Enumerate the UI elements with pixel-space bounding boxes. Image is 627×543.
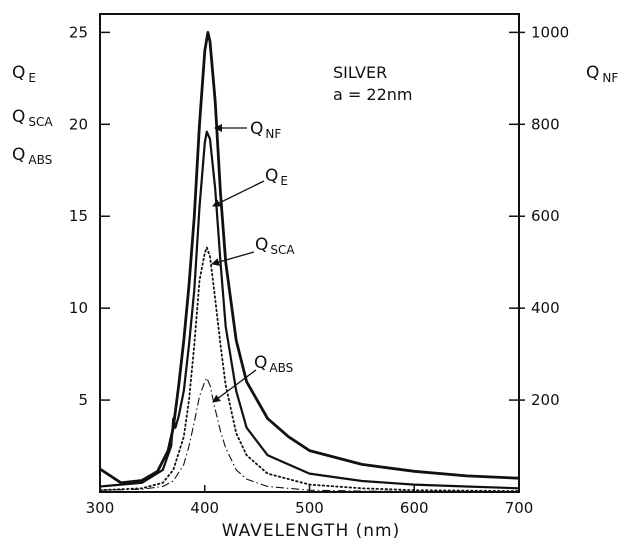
right-y-tick-label: 800 xyxy=(531,115,560,133)
left-y-tick-label: 15 xyxy=(69,207,88,225)
annotation-material: SILVER xyxy=(333,63,387,82)
pointer-text-sca: Q SCA xyxy=(255,235,295,257)
x-tick-label: 600 xyxy=(400,499,429,517)
series-line-e xyxy=(100,132,519,489)
right-label-qnf: Q NF xyxy=(586,63,618,85)
series-line-nf xyxy=(100,32,519,482)
left-y-axis-ticks: 5 10 15 20 25 xyxy=(69,23,110,409)
right-y-tick-label: 400 xyxy=(531,299,560,317)
right-y-tick-label: 1000 xyxy=(531,23,569,41)
left-y-tick-label: 10 xyxy=(69,299,88,317)
x-axis-title: WAVELENGTH (nm) xyxy=(222,521,400,541)
pointer-arrow-sca xyxy=(212,252,254,264)
right-y-tick-label: 200 xyxy=(531,391,560,409)
left-y-tick-label: 5 xyxy=(78,391,88,409)
x-tick-label: 500 xyxy=(295,499,324,517)
x-tick-label: 300 xyxy=(86,499,115,517)
left-label-qsca: Q SCA xyxy=(12,107,53,129)
pointer-text-abs: Q ABS xyxy=(254,353,293,375)
series-line-sca xyxy=(100,248,519,492)
left-label-qabs: Q ABS xyxy=(12,145,52,167)
annotation-radius: a = 22nm xyxy=(333,85,412,104)
plot-frame xyxy=(100,14,519,492)
right-y-tick-label: 600 xyxy=(531,207,560,225)
left-y-tick-label: 20 xyxy=(69,115,88,133)
left-y-tick-label: 25 xyxy=(69,23,88,41)
x-tick-label: 400 xyxy=(190,499,219,517)
pointer-text-nf: Q NF xyxy=(250,119,281,141)
series-lines xyxy=(100,32,519,491)
pointer-label-nf: Q NF xyxy=(215,119,281,141)
x-tick-label: 700 xyxy=(505,499,534,517)
